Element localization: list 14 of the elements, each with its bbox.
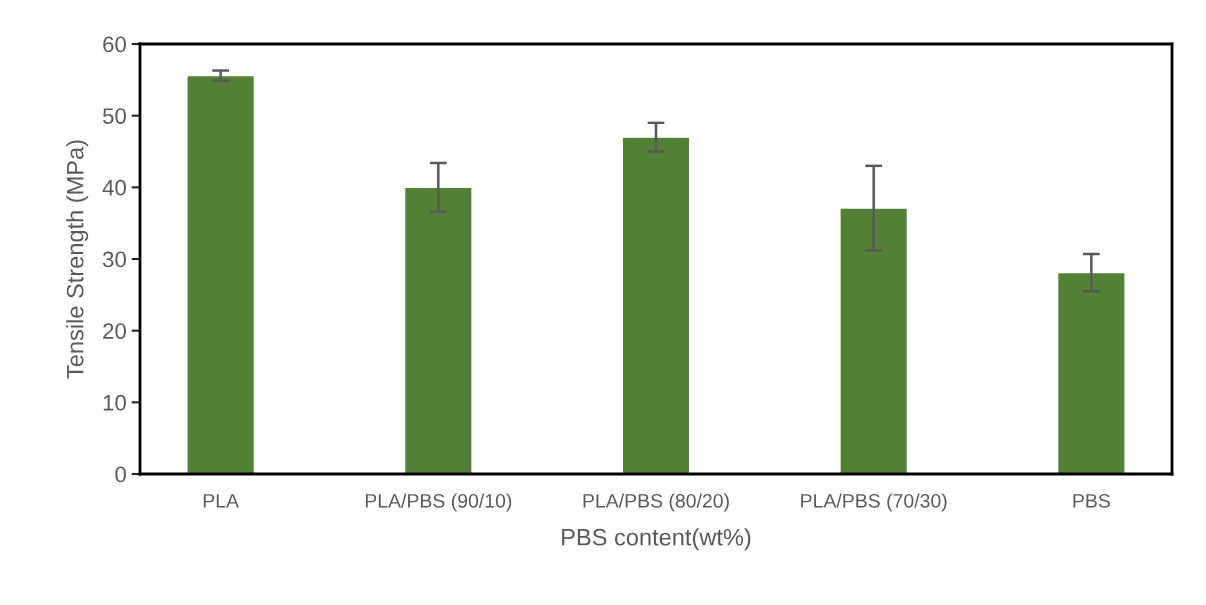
y-tick-label: 50 [102,108,126,124]
x-tick-label: PLA [203,494,239,508]
x-tick-label: PLA/PBS (80/20) [583,493,729,512]
x-tick-label: PLA/PBS (70/30) [801,493,947,512]
x-tick-label: PBS [1073,493,1110,508]
y-tick-label: 30 [102,251,126,268]
x-axis-title: PBS content(wt%) [562,528,751,551]
y-axis-title: Tensile Strength (MPa) [66,140,89,379]
y-tick-label: 10 [103,394,126,411]
y-tick-label: 60 [103,36,126,53]
y-tick-label: 20 [103,323,126,339]
y-tick-label: 0 [115,466,126,483]
y-tick-label: 40 [102,179,126,196]
x-tick-label: PLA/PBS (90/10) [365,493,512,512]
